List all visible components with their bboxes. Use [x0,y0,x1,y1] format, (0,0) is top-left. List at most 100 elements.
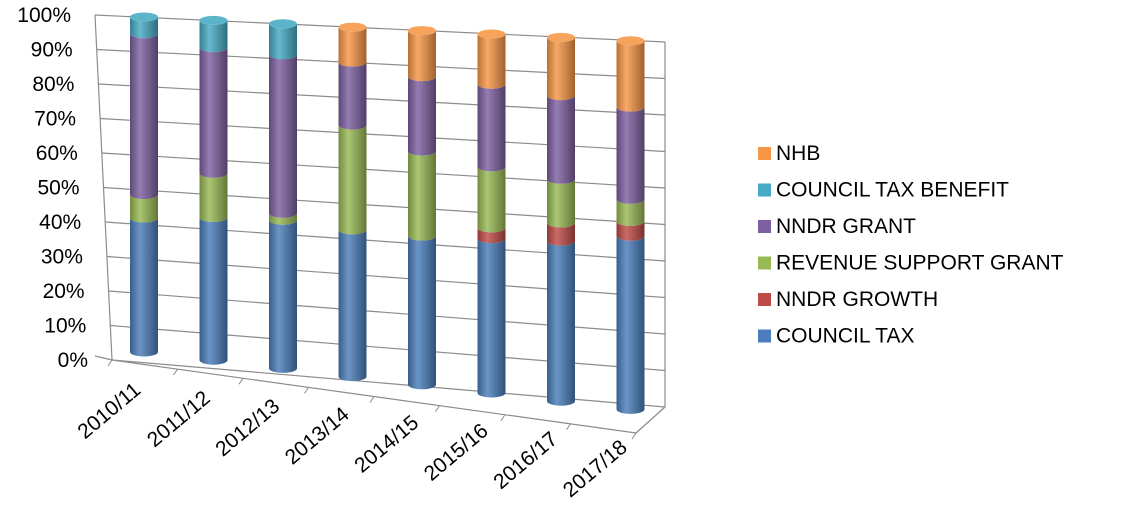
legend-swatch [758,147,771,160]
x-tick-mark [173,368,178,376]
y-tick-label: 100% [17,4,71,27]
y-tick-label: 30% [41,246,83,269]
bar-segment [269,54,297,218]
bar-top-cap [269,19,297,29]
bar-segment [547,95,575,184]
bar-stack [269,19,297,373]
y-tick-label: 10% [44,315,86,338]
x-tick-label: 2017/18 [559,436,632,502]
bar-segment [477,227,506,244]
bar-segment [547,241,575,406]
y-axis-tick-labels: 0% 10% 20% 30% 40% 50% 60% 70% 80% 90% 100% [17,4,88,372]
y-tick-label: 20% [43,280,85,303]
gridline [110,324,666,372]
bar-segment [477,166,506,233]
bar-stack [338,22,367,382]
x-tick-label: 2015/16 [420,419,493,485]
y-tick-label: 50% [37,177,79,200]
bar-stack [616,36,645,414]
bar-segment [199,47,228,178]
legend-swatch [758,329,771,343]
gridline [105,221,666,262]
bar-stack [408,26,437,390]
gridline [94,14,666,43]
legend-label: COUNCIL TAX BENEFIT [776,179,1009,202]
bar-segment [616,40,645,112]
legend-label: COUNCIL TAX [776,325,914,348]
bar-segment [616,199,645,226]
bar-segment [338,27,367,67]
y-tick-label: 40% [39,211,81,234]
bar-segment [199,20,228,53]
bar-top-cap [408,26,436,36]
bar-segment [130,17,159,39]
floor-left-edge [94,355,113,361]
x-tick-mark [631,432,637,440]
legend-label: NNDR GROWTH [776,288,938,311]
x-tick-mark [369,396,375,403]
x-tick-label: 2016/17 [489,427,562,493]
bar-segment [338,229,367,382]
bar-segment [616,236,645,414]
floor-right-edge [635,406,666,434]
bar-stack [477,29,506,398]
bar-segment [130,194,159,223]
legend-label: REVENUE SUPPORT GRANT [776,252,1064,275]
gridline [98,83,666,116]
bar-segment [269,213,297,225]
y-tick-label: 60% [36,142,78,165]
chart-legend: NHB COUNCIL TAX BENEFIT NNDR GRANT REVENUE … [758,142,1064,348]
bar-stack [130,12,159,357]
x-tick-label: 2014/15 [350,411,423,477]
x-tick-mark [435,405,440,412]
x-tick-mark [107,359,113,367]
left-wall-edge [94,14,113,361]
bar-top-cap [477,29,506,39]
bar-segment [338,62,367,130]
y-tick-label: 90% [31,39,73,62]
x-tick-mark [238,377,244,385]
legend-swatch [758,220,771,233]
x-tick-label: 2011/12 [143,386,215,451]
bar-top-cap [199,15,228,25]
legend-label: NNDR GRANT [776,215,916,238]
bar-segment [616,221,645,241]
bar-segment [547,222,575,246]
x-tick-label: 2012/13 [211,395,284,461]
bar-segment [408,76,437,156]
x-tick-mark [500,414,506,422]
bar-top-cap [616,36,645,46]
bar-stack [547,32,575,406]
bar-segment [269,23,297,60]
gridline [108,290,666,335]
legend-swatch [758,256,771,270]
legend-swatch [758,183,771,197]
bar-segment [338,125,367,235]
bar-stack [199,15,228,365]
x-tick-label: 2010/11 [73,378,145,443]
x-tick-mark [566,423,571,431]
bar-segment [269,220,297,373]
gridline [96,48,666,80]
legend-swatch [758,293,771,306]
bar-segment [408,236,437,390]
bar-segment [408,151,437,241]
y-tick-label: 0% [58,349,88,372]
bar-segment [477,34,506,89]
bar-segment [547,37,575,101]
y-tick-label: 70% [34,108,76,131]
gridline [100,117,666,153]
chart-gridlines [94,14,666,440]
bar-segment [199,173,228,222]
bar-segment [199,217,228,365]
bar-segment [477,238,506,398]
y-tick-label: 80% [32,73,74,96]
legend-label: NHB [776,142,820,165]
bar-top-cap [547,32,575,42]
chart-bars [130,12,645,414]
gridline [103,186,666,226]
gridline [101,152,666,189]
bar-segment [130,33,159,200]
bar-segment [547,179,575,228]
